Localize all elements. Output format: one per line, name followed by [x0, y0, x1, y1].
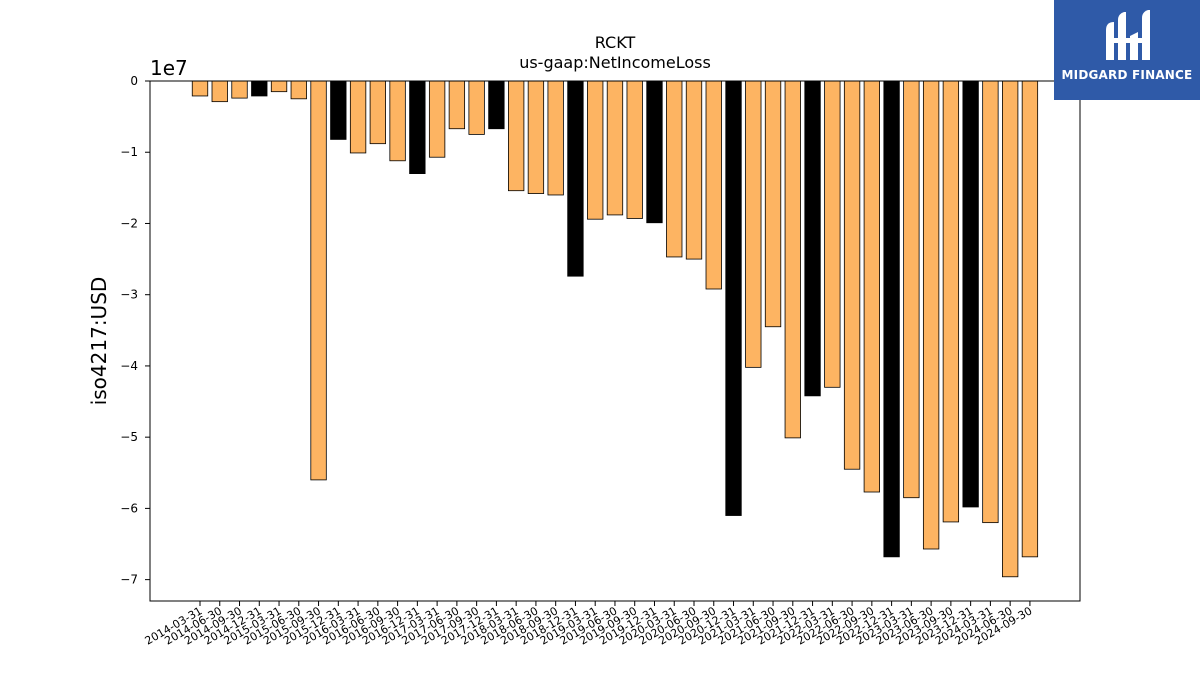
- bar-2022-03-31: [824, 80, 841, 388]
- bar-2023-09-30: [942, 80, 960, 523]
- bar-2022-09-30: [863, 80, 880, 493]
- y-tick-label: −2: [120, 216, 138, 230]
- bar-2024-03-31: [982, 80, 999, 524]
- bar-2019-09-30: [626, 80, 643, 219]
- bars-group: [191, 80, 1039, 578]
- bar-2015-09-30: [310, 80, 327, 481]
- bar-2020-06-30: [685, 80, 703, 260]
- bar-2017-12-31: [488, 80, 505, 130]
- logo-text: MIDGARD FINANCE: [1061, 68, 1193, 82]
- bar-2014-06-30: [211, 80, 228, 103]
- bar-2019-12-31: [646, 80, 663, 224]
- bar-2018-03-31: [508, 80, 525, 192]
- bar-2021-09-30: [784, 80, 801, 439]
- bar-2023-06-30: [922, 80, 940, 550]
- bar-2017-03-31: [428, 80, 446, 158]
- bar-2016-06-30: [369, 80, 386, 145]
- bar-2016-09-30: [389, 80, 406, 162]
- bar-2023-12-31: [962, 80, 979, 508]
- bar-2017-06-30: [448, 80, 466, 130]
- bar-2024-06-30: [1002, 80, 1019, 578]
- y-tick-label: −5: [120, 430, 138, 444]
- bar-2015-06-30: [290, 80, 307, 100]
- bar-2016-12-31: [409, 80, 426, 174]
- bar-2019-03-31: [587, 80, 604, 220]
- bar-2024-09-30: [1021, 80, 1039, 558]
- bar-2020-09-30: [705, 80, 722, 290]
- x-ticks-group: 2014-03-312014-06-302014-09-302014-12-31…: [143, 601, 1034, 648]
- y-tick-label: −6: [120, 501, 138, 515]
- y-tick-label: −1: [120, 145, 138, 159]
- bar-2016-03-31: [349, 80, 367, 154]
- bar-2018-06-30: [527, 80, 545, 194]
- y-tick-label: −4: [120, 359, 138, 373]
- y-axis-label: iso4217:USD: [87, 277, 111, 406]
- midgard-finance-logo: MIDGARD FINANCE: [1054, 0, 1200, 100]
- bar-2021-06-30: [764, 80, 782, 328]
- chart-subtitle: us-gaap:NetIncomeLoss: [519, 53, 711, 72]
- bar-2018-12-31: [567, 80, 584, 277]
- bar-2015-03-31: [270, 80, 288, 93]
- bar-2019-06-30: [606, 80, 624, 216]
- y-ticks-group: 0 −1 −2 −3 −4 −5 −6 −7: [120, 74, 150, 587]
- bar-2015-12-31: [330, 80, 347, 140]
- bar-2021-03-31: [745, 80, 762, 368]
- bar-2014-03-31: [191, 80, 209, 97]
- bar-2014-12-31: [251, 80, 268, 97]
- plot-frame: [149, 80, 1081, 602]
- bar-2018-09-30: [547, 80, 564, 196]
- bar-2023-03-31: [903, 80, 920, 499]
- bar-2020-03-31: [666, 80, 683, 258]
- bar-2014-09-30: [231, 80, 248, 99]
- y-scale-label: 1e7: [150, 56, 188, 80]
- bar-2022-06-30: [843, 80, 861, 470]
- bar-2020-12-31: [725, 80, 742, 516]
- y-tick-label: −3: [120, 288, 138, 302]
- bar-2022-12-31: [883, 80, 900, 558]
- logo-mark-icon: [1106, 10, 1150, 60]
- bar-2021-12-31: [804, 80, 821, 397]
- y-tick-label: 0: [130, 74, 138, 88]
- y-tick-label: −7: [120, 573, 138, 587]
- bar-2017-09-30: [468, 80, 485, 135]
- chart-title: RCKT: [595, 33, 636, 52]
